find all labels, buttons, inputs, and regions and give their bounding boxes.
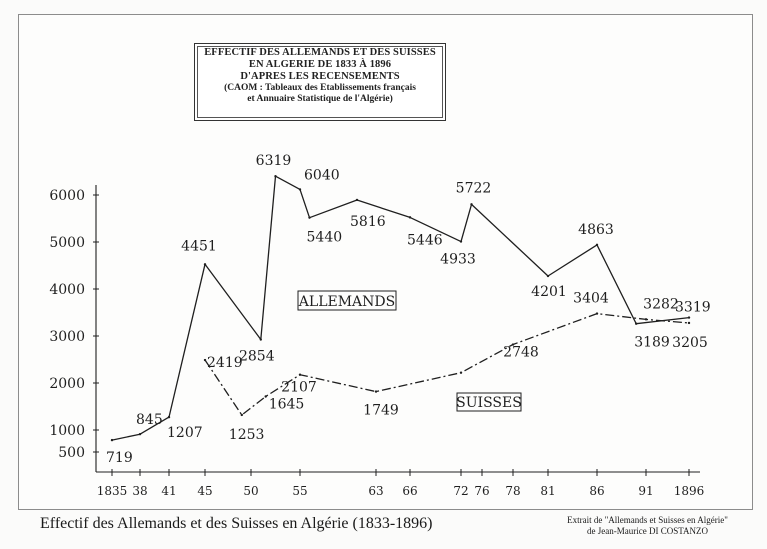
data-point [470, 203, 473, 206]
data-point [203, 358, 207, 362]
data-point [374, 390, 378, 393]
chart-title-line: D'APRES LES RECENSEMENTS [240, 71, 400, 82]
y-tick-label: 2000 [49, 376, 85, 392]
data-point [546, 274, 550, 278]
series-line-allemands [111, 175, 690, 441]
chart-title-line: EFFECTIF DES ALLEMANDS ET DES SUISSES [204, 47, 436, 58]
x-tick-label: 50 [243, 484, 258, 498]
figure-credit: Extrait de "Allemands et Suisses en Algé… [545, 515, 750, 537]
series-name-label: SUISSES [456, 395, 522, 411]
data-point [308, 216, 311, 219]
data-label: 3205 [672, 335, 708, 351]
y-tick-label: 4000 [49, 282, 85, 298]
data-label: 4933 [440, 252, 476, 268]
x-tick-label: 76 [474, 484, 489, 498]
data-label: 845 [136, 412, 163, 428]
data-label: 5816 [350, 214, 386, 230]
x-tick-label: 38 [132, 484, 147, 498]
x-tick-label: 91 [638, 484, 653, 498]
series-layer [110, 175, 691, 442]
data-label: 2107 [281, 380, 317, 396]
data-point [259, 338, 262, 341]
data-label: 3282 [643, 296, 679, 312]
data-label: 1207 [167, 425, 203, 441]
data-point [240, 413, 243, 417]
data-label: 5446 [407, 232, 443, 248]
series-line-suisses [204, 312, 690, 416]
data-label: 3404 [573, 291, 609, 307]
x-tick-label: 1896 [674, 484, 705, 498]
data-label: 3189 [634, 335, 670, 351]
data-point [138, 432, 142, 436]
data-point [408, 216, 412, 219]
data-point [595, 312, 599, 315]
data-point [644, 318, 648, 321]
data-point [459, 371, 463, 374]
x-tick-label: 41 [161, 484, 176, 498]
chart-axes: 500 1000 2000 3000 4000 5000 6000 1835 38 41 45 50 5… [49, 185, 704, 498]
data-label: 4451 [181, 238, 217, 254]
x-tick-label: 55 [292, 484, 307, 498]
data-label: 4863 [578, 222, 614, 238]
series-name-box [456, 392, 522, 412]
data-point [595, 243, 599, 247]
y-tick-label: 6000 [49, 188, 85, 204]
data-point [274, 175, 277, 178]
chart-title-line: EN ALGERIE DE 1833 À 1896 [248, 59, 392, 70]
data-label: 1645 [269, 396, 305, 412]
x-tick-label: 81 [540, 484, 555, 498]
y-tick-label: 5000 [49, 235, 85, 251]
figure-caption: Effectif des Allemands et des Suisses en… [40, 515, 433, 532]
data-label: 1749 [363, 403, 399, 419]
data-point [635, 322, 638, 325]
x-tick-label: 86 [589, 484, 604, 498]
data-point [511, 343, 515, 346]
data-label: 2854 [239, 349, 275, 365]
x-tick-label: 1835 [97, 484, 128, 498]
series-name-labels: ALLEMANDS SUISSES [297, 290, 522, 412]
x-tick-label: 72 [453, 484, 468, 498]
data-label: 5440 [307, 230, 343, 246]
x-tick-label: 66 [402, 484, 417, 498]
data-label: 2419 [207, 355, 243, 371]
y-tick-label: 1000 [49, 423, 85, 439]
data-point [687, 316, 691, 319]
data-point [687, 321, 691, 325]
credit-line: de Jean-Maurice DI COSTANZO [587, 526, 708, 536]
x-tick-label: 63 [368, 484, 383, 498]
data-point [264, 395, 267, 398]
data-point [167, 415, 171, 419]
data-point [110, 438, 114, 442]
data-point [459, 240, 463, 243]
y-tick-label: 3000 [49, 329, 85, 345]
data-label: 6319 [256, 153, 292, 169]
series-name-label: ALLEMANDS [298, 294, 395, 310]
chart-source-line: (CAOM : Tableaux des Etablissements fran… [224, 83, 416, 93]
data-label: 719 [106, 450, 133, 466]
data-point [298, 373, 302, 376]
chart-source-line: et Annuaire Statistique de l'Algérie) [247, 94, 393, 104]
data-point [298, 188, 302, 191]
y-tick-label: 500 [58, 445, 85, 461]
x-tick-label: 45 [197, 484, 212, 498]
data-label: 5722 [456, 180, 492, 196]
data-point [203, 263, 207, 266]
data-label: 2748 [503, 345, 539, 361]
credit-line: Extrait de "Allemands et Suisses en Algé… [567, 515, 728, 525]
data-label: 6040 [304, 167, 340, 183]
chart-title-box: EFFECTIF DES ALLEMANDS ET DES SUISSES EN… [194, 43, 446, 121]
data-label: 3319 [675, 300, 711, 316]
data-label: 1253 [229, 427, 265, 443]
data-label: 4201 [531, 284, 567, 300]
data-point [355, 198, 359, 202]
x-tick-label: 78 [505, 484, 520, 498]
series-name-box [297, 290, 397, 311]
